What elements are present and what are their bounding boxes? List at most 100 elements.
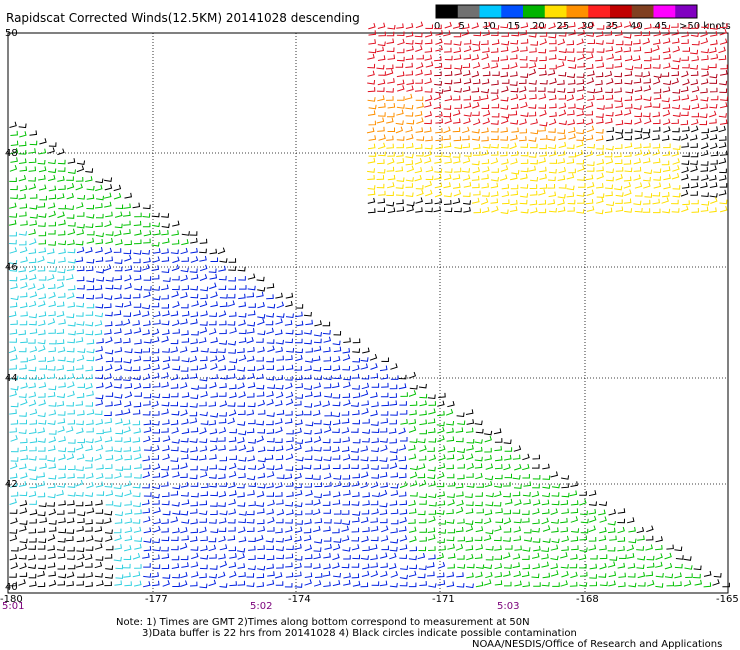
wind-barb: [409, 465, 418, 471]
wind-barb: [415, 197, 423, 204]
wind-barb: [566, 173, 575, 180]
wind-barb: [533, 545, 541, 552]
wind-barb: [472, 143, 481, 150]
wind-barb: [475, 526, 484, 533]
wind-barb: [617, 545, 625, 552]
wind-barb: [718, 135, 727, 141]
wind-barb: [576, 85, 585, 92]
wind-barb: [133, 274, 142, 281]
wind-barb: [633, 39, 641, 45]
wind-barb: [286, 348, 295, 353]
wind-barb: [406, 133, 414, 141]
wind-barb: [57, 211, 65, 219]
wind-barb: [104, 436, 113, 443]
wind-barb: [609, 535, 617, 541]
wind-barb: [663, 53, 671, 60]
wind-barb: [190, 446, 198, 453]
wind-barb: [652, 77, 661, 85]
wind-barb: [333, 346, 342, 353]
wind-barb: [427, 474, 436, 480]
wind-barb: [576, 209, 585, 214]
wind-barb: [133, 250, 142, 255]
wind-barb: [237, 437, 245, 444]
wind-barb: [454, 207, 462, 213]
wind-barb: [180, 247, 188, 255]
wind-barb: [408, 508, 417, 514]
wind-barb: [579, 498, 587, 506]
wind-barb: [75, 479, 84, 487]
wind-barb: [491, 39, 500, 46]
wind-barb: [361, 570, 370, 577]
wind-barb: [143, 563, 151, 568]
wind-barb: [557, 206, 566, 213]
wind-barb: [474, 463, 483, 469]
wind-barb: [86, 507, 95, 514]
wind-barb: [615, 192, 624, 197]
wind-barb: [396, 143, 404, 149]
wind-barb: [313, 382, 322, 389]
wind-barb: [77, 195, 86, 200]
wind-barb: [541, 581, 550, 587]
wind-barb: [313, 547, 322, 552]
wind-barb: [490, 177, 499, 182]
wind-barb: [513, 526, 522, 533]
wind-barb: [180, 462, 188, 469]
wind-barb: [85, 562, 93, 568]
wind-barb: [28, 313, 37, 319]
wind-barb: [294, 472, 302, 480]
wind-barb: [350, 428, 359, 433]
wind-barb: [405, 112, 414, 117]
wind-barb: [485, 571, 493, 579]
wind-barb: [500, 55, 509, 61]
wind-barb: [634, 86, 643, 92]
wind-barb: [29, 509, 38, 516]
wind-barb: [539, 134, 548, 140]
wind-barb: [539, 166, 547, 173]
wind-barb: [256, 573, 265, 579]
wind-barb: [548, 207, 557, 213]
wind-barb: [28, 399, 37, 407]
wind-barb: [406, 205, 414, 213]
wind-barb: [105, 545, 114, 551]
wind-barb: [86, 237, 95, 244]
wind-barb: [123, 203, 131, 209]
wind-barb: [48, 311, 56, 317]
wind-barb: [615, 199, 623, 204]
wind-barb: [685, 573, 693, 578]
wind-barb: [690, 95, 699, 102]
wind-barb: [428, 427, 436, 434]
wind-barb: [209, 502, 218, 507]
wind-barb: [114, 328, 122, 334]
wind-barb: [463, 102, 472, 109]
wind-barb: [143, 527, 152, 534]
wind-barb: [295, 354, 303, 362]
wind-barb: [229, 428, 237, 434]
wind-barb: [672, 145, 681, 151]
wind-barb: [531, 490, 540, 498]
wind-barb: [362, 429, 371, 434]
wind-barb: [256, 435, 264, 443]
wind-barb: [653, 168, 662, 174]
wind-barb: [248, 537, 256, 543]
wind-barb: [510, 199, 518, 206]
wind-barb: [179, 346, 188, 353]
wind-barb: [113, 383, 122, 389]
wind-barb: [589, 515, 597, 523]
legend-label: 20: [532, 21, 545, 32]
wind-barb: [387, 158, 395, 165]
wind-barb: [342, 520, 351, 526]
wind-barb: [47, 356, 55, 363]
wind-barb: [511, 46, 519, 53]
wind-barb: [190, 338, 198, 345]
wind-barb: [66, 536, 74, 542]
wind-barb: [549, 103, 557, 109]
wind-barb: [95, 509, 104, 514]
wind-barb: [113, 192, 122, 200]
wind-barb: [367, 190, 376, 196]
wind-barb: [132, 552, 141, 560]
wind-barb: [29, 346, 38, 353]
wind-barb: [360, 445, 368, 452]
wind-barb: [67, 248, 76, 254]
wind-barb: [362, 437, 370, 443]
wind-barb: [85, 457, 94, 462]
